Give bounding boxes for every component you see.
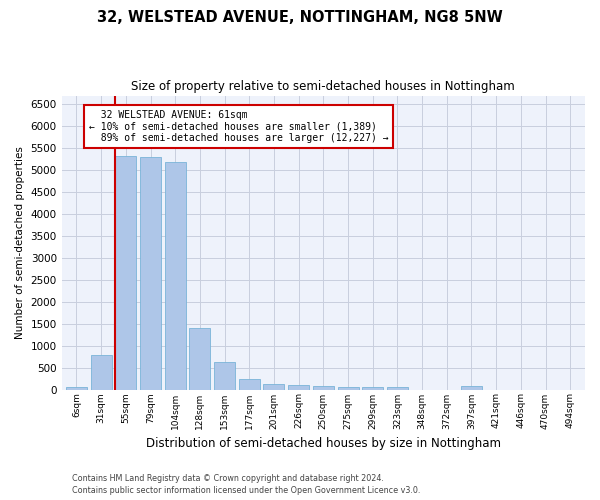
Bar — [190, 328, 211, 390]
Bar — [91, 355, 112, 390]
Bar — [239, 378, 260, 390]
Title: Size of property relative to semi-detached houses in Nottingham: Size of property relative to semi-detach… — [131, 80, 515, 93]
Bar — [165, 162, 186, 390]
Text: 32 WELSTEAD AVENUE: 61sqm
← 10% of semi-detached houses are smaller (1,389)
  89: 32 WELSTEAD AVENUE: 61sqm ← 10% of semi-… — [89, 110, 388, 143]
Bar — [115, 156, 136, 390]
Y-axis label: Number of semi-detached properties: Number of semi-detached properties — [15, 146, 25, 339]
Bar — [461, 386, 482, 390]
Bar — [263, 384, 284, 390]
X-axis label: Distribution of semi-detached houses by size in Nottingham: Distribution of semi-detached houses by … — [146, 437, 501, 450]
Bar — [362, 387, 383, 390]
Bar — [214, 362, 235, 390]
Bar — [313, 386, 334, 390]
Text: Contains HM Land Registry data © Crown copyright and database right 2024.
Contai: Contains HM Land Registry data © Crown c… — [72, 474, 421, 495]
Bar — [338, 386, 359, 390]
Bar — [140, 158, 161, 390]
Bar — [66, 388, 87, 390]
Bar — [288, 385, 309, 390]
Text: 32, WELSTEAD AVENUE, NOTTINGHAM, NG8 5NW: 32, WELSTEAD AVENUE, NOTTINGHAM, NG8 5NW — [97, 10, 503, 25]
Bar — [387, 388, 408, 390]
